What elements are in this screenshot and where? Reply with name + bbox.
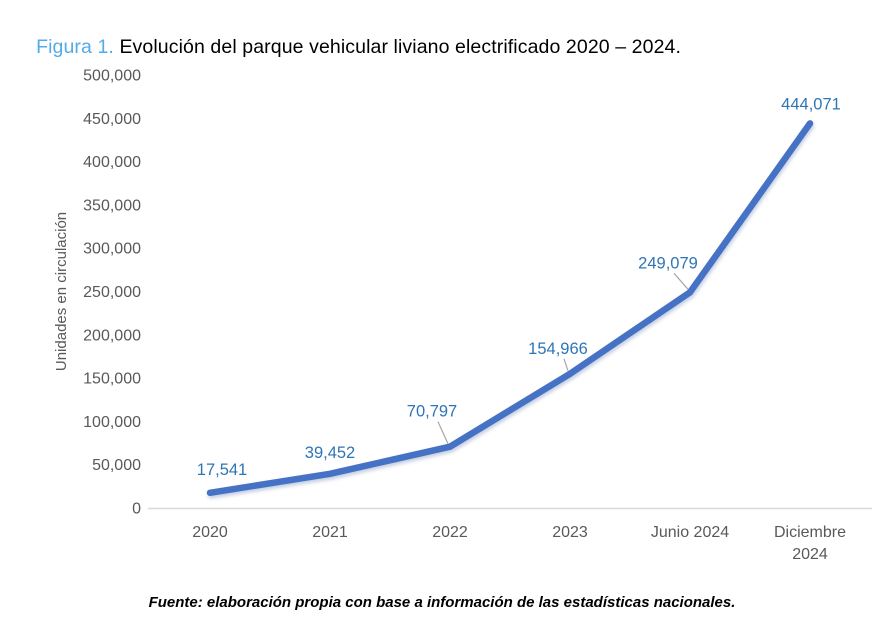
source-note: Fuente: elaboración propia con base a in…: [148, 594, 736, 611]
x-axis-tick-label: Diciembre 2024: [774, 524, 846, 563]
y-axis-tick-label: 400,000: [83, 154, 141, 171]
data-label-leader-line: [673, 272, 689, 290]
x-axis-tick-label: Junio 2024: [651, 524, 729, 541]
y-axis-tick-label: 100,000: [83, 414, 141, 431]
y-axis-tick-label: 500,000: [83, 68, 141, 85]
x-axis-tick-label: 2022: [432, 524, 468, 541]
y-axis-tick-label: 250,000: [83, 284, 141, 301]
y-axis-tick-label: 150,000: [83, 371, 141, 388]
y-axis-title: Unidades en circulación: [53, 212, 70, 371]
y-axis-tick-label: 0: [132, 501, 141, 518]
data-label-leader-line: [437, 421, 449, 444]
x-axis-tick-label: 2021: [312, 524, 348, 541]
data-series-line: [206, 120, 814, 497]
y-axis-tick-label: 450,000: [83, 111, 141, 128]
data-label-leader-line: [563, 358, 569, 371]
y-axis-tick-label: 350,000: [83, 197, 141, 214]
figure-title-text: Evolución del parque vehicular liviano e…: [113, 36, 681, 58]
x-axis-tick-label: 2020: [192, 524, 228, 541]
data-point-label: 154,966: [528, 340, 588, 358]
x-axis-tick-label: 2023: [552, 524, 588, 541]
data-point-label: 70,797: [407, 403, 457, 421]
data-point-label: 39,452: [305, 444, 355, 462]
figure-number-label: Figura 1.: [36, 36, 114, 58]
y-axis-tick-label: 50,000: [92, 457, 141, 474]
data-point-label: 444,071: [781, 95, 841, 113]
data-point-label: 249,079: [638, 254, 698, 272]
figure-title: Figura 1. Evolución del parque vehicular…: [14, 13, 681, 82]
y-axis-tick-label: 200,000: [83, 327, 141, 344]
data-point-label: 17,541: [197, 461, 247, 479]
y-axis-tick-label: 300,000: [83, 241, 141, 258]
